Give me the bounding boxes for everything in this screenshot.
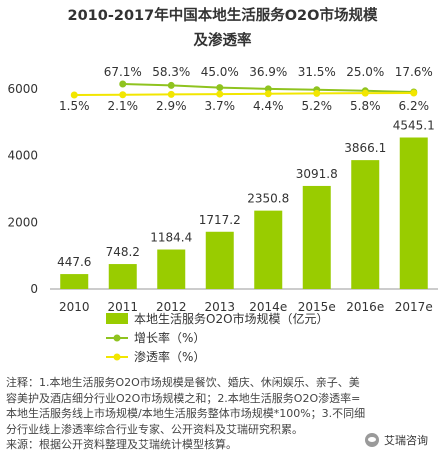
penetration-label: 1.5% xyxy=(59,99,90,113)
penetration-line xyxy=(74,92,414,96)
y-tick-label: 0 xyxy=(30,282,38,296)
y-tick-label: 6000 xyxy=(7,82,38,96)
legend-marker-penetration xyxy=(113,353,121,361)
bar xyxy=(302,185,331,289)
notes-line: 注释：1.本地生活服务O2O市场规模是餐饮、婚庆、休闲娱乐、亲子、美 xyxy=(6,376,360,389)
penetration-point xyxy=(264,90,272,98)
legend-swatch-bar xyxy=(106,313,128,324)
penetration-point xyxy=(313,89,321,97)
bar xyxy=(399,137,428,289)
x-tick-label: 2010 xyxy=(59,300,90,314)
notes-line: 容美护及酒店细分行业O2O市场规模之和；2.本地生活服务O2O渗透率= xyxy=(6,391,361,405)
bar xyxy=(108,264,137,289)
legend-marker-growth xyxy=(113,334,121,342)
legend-label: 本地生活服务O2O市场规模（亿元） xyxy=(134,311,329,326)
bar-value-label: 1184.4 xyxy=(150,231,192,245)
x-tick-label: 2017e xyxy=(395,300,433,314)
bar xyxy=(254,210,283,289)
growth-point xyxy=(119,80,127,88)
bar-value-label: 1717.2 xyxy=(199,213,241,227)
notes-line: 本地生活服务线上市场规模/本地生活服务整体市场规模*100%；3.不同细 xyxy=(6,407,366,420)
growth-label: 67.1% xyxy=(104,65,142,79)
bar-value-label: 4545.1 xyxy=(393,118,435,132)
x-tick-label: 2016e xyxy=(346,300,384,314)
x-tick-label: 2015e xyxy=(298,300,336,314)
growth-label: 58.3% xyxy=(152,65,190,79)
chart-subtitle: 及渗透率 xyxy=(193,33,252,49)
penetration-label: 2.1% xyxy=(108,99,139,113)
x-tick-label: 2013 xyxy=(204,300,235,314)
x-tick-label: 2011 xyxy=(107,300,138,314)
penetration-point xyxy=(361,89,369,97)
penetration-label: 5.8% xyxy=(350,99,381,113)
bar-value-label: 447.6 xyxy=(57,255,91,269)
watermark-text: 艾瑞咨询 xyxy=(384,434,428,447)
notes-source: 来源：根据公开资料整理及艾瑞统计模型核算。 xyxy=(6,438,237,451)
watermark: 艾瑞咨询 xyxy=(362,431,431,449)
growth-label: 31.5% xyxy=(298,65,336,79)
penetration-point xyxy=(216,90,224,98)
chart-svg: 0 2000 4000 6000 447.6 2010 748.2 2011 1184.4 201… xyxy=(7,65,438,364)
growth-label: 36.9% xyxy=(249,65,287,79)
x-tick-label: 2014e xyxy=(249,300,287,314)
notes-line: 分行业线上渗透率综合行业专家、公开资料及艾瑞研究积累。 xyxy=(6,422,303,436)
bar-value-label: 748.2 xyxy=(106,245,140,259)
bar xyxy=(157,249,186,289)
chart-notes: 注释：1.本地生活服务O2O市场规模是餐饮、婚庆、休闲娱乐、亲子、美 容美护及酒… xyxy=(6,375,442,453)
x-tick-label: 2012 xyxy=(156,300,187,314)
chart-title: 2010-2017年中国本地生活服务O2O市场规模 xyxy=(67,8,378,24)
legend-label: 渗透率（%） xyxy=(134,349,205,364)
wechat-icon xyxy=(365,433,379,447)
bar-value-label: 3091.8 xyxy=(296,167,338,181)
bar xyxy=(351,160,380,289)
bar xyxy=(60,274,89,289)
growth-point xyxy=(216,84,224,92)
penetration-label: 4.4% xyxy=(253,99,284,113)
penetration-point xyxy=(167,90,175,98)
y-tick-label: 4000 xyxy=(7,149,38,163)
growth-label: 17.6% xyxy=(395,65,433,79)
growth-point xyxy=(264,85,272,93)
growth-label: 45.0% xyxy=(201,65,239,79)
bar-value-label: 2350.8 xyxy=(247,192,289,206)
penetration-label: 2.9% xyxy=(156,99,187,113)
growth-point xyxy=(167,81,175,89)
penetration-point xyxy=(119,91,127,99)
penetration-label: 6.2% xyxy=(399,99,430,113)
bar xyxy=(205,231,234,289)
legend-label: 增长率（%） xyxy=(134,330,205,345)
penetration-label: 3.7% xyxy=(205,99,236,113)
penetration-point xyxy=(410,89,418,97)
penetration-label: 5.2% xyxy=(302,99,333,113)
growth-label: 25.0% xyxy=(346,65,384,79)
y-tick-label: 2000 xyxy=(7,215,38,229)
bar-value-label: 3866.1 xyxy=(344,141,386,155)
penetration-point xyxy=(70,91,78,99)
